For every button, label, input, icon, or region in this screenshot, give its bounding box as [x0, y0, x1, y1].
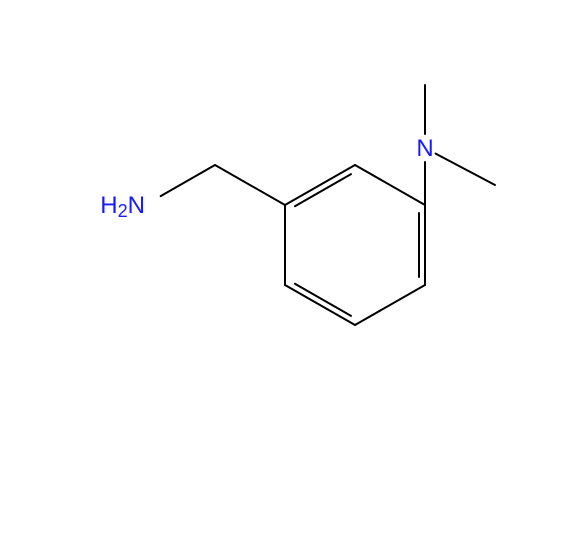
bond-line: [355, 285, 425, 325]
bond-line: [285, 165, 355, 205]
atom-label-n2: N: [416, 135, 433, 162]
bond-line: [295, 284, 351, 316]
bond-line: [161, 165, 215, 196]
bond-line: [285, 285, 355, 325]
atom-label-n1: H2N: [100, 192, 145, 221]
bond-line: [215, 165, 285, 205]
bond-line: [295, 174, 351, 206]
bond-line: [355, 165, 425, 205]
bond-line: [436, 154, 495, 185]
molecule-canvas: H2N N: [0, 0, 582, 535]
